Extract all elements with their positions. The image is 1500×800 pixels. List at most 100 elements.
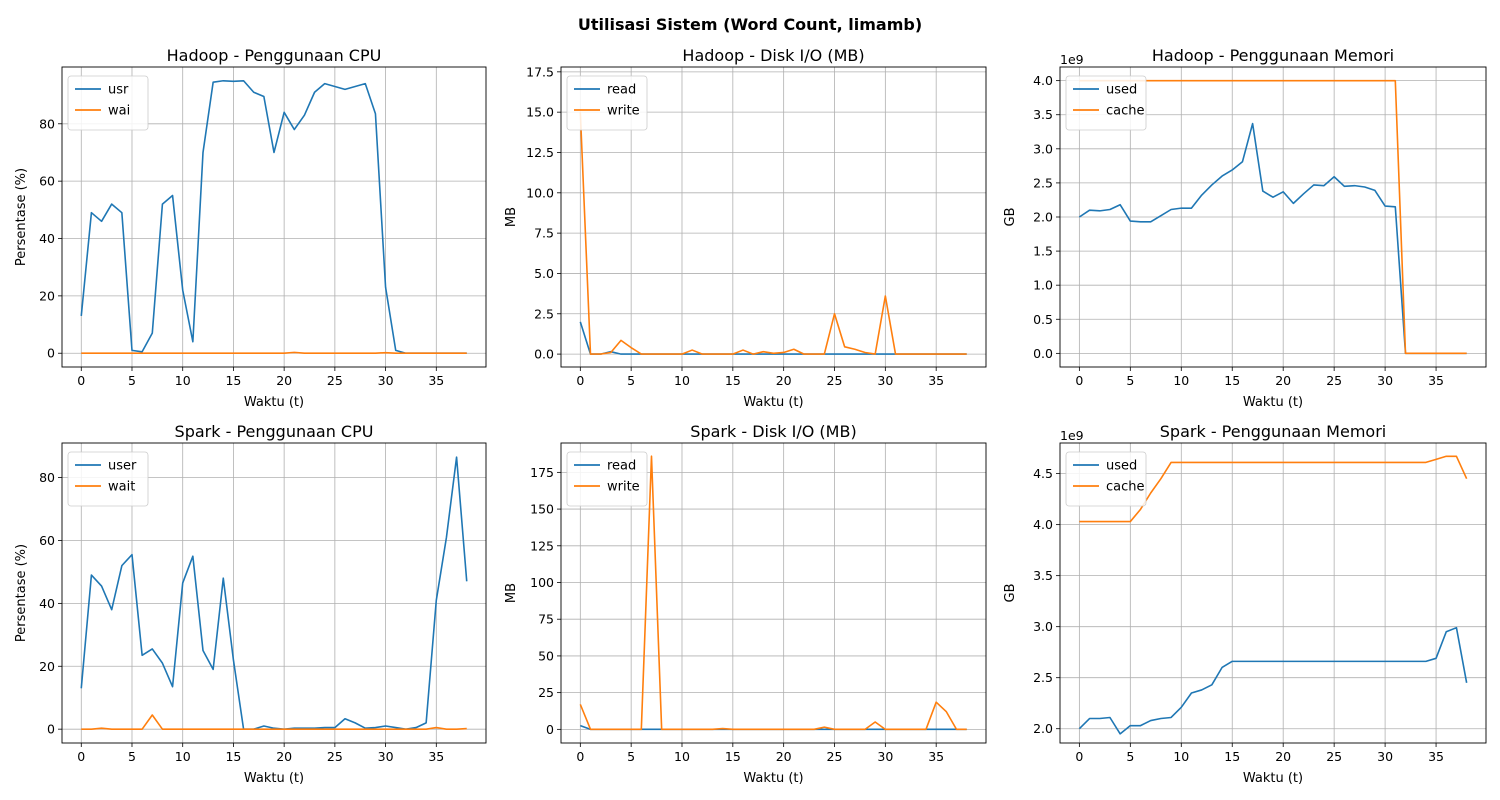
subplot-title: Hadoop - Penggunaan CPU (167, 46, 382, 65)
legend-label-used: used (1106, 83, 1137, 98)
x-axis-label: Waktu (t) (1243, 771, 1303, 786)
x-tick-label: 0 (77, 749, 85, 764)
x-tick-label: 20 (276, 373, 292, 388)
y-tick-label: 20 (39, 659, 55, 674)
subplot-title: Hadoop - Disk I/O (MB) (682, 46, 864, 65)
x-axis-label: Waktu (t) (743, 771, 803, 786)
y-tick-label: 12.5 (526, 145, 554, 160)
y-offset-label: 1e9 (1060, 52, 1084, 67)
x-tick-label: 15 (725, 373, 741, 388)
series-line-write (579, 455, 967, 731)
x-tick-label: 25 (327, 749, 343, 764)
y-tick-label: 2.5 (1033, 175, 1053, 190)
x-tick-label: 30 (877, 373, 893, 388)
x-tick-label: 15 (1224, 749, 1240, 764)
series-line-write (579, 112, 967, 355)
y-tick-label: 1.0 (1033, 278, 1053, 293)
legend-label-cache: cache (1106, 480, 1145, 495)
series-line-usr (80, 79, 467, 355)
y-axis-label: GB (1003, 208, 1018, 227)
y-tick-label: 0.0 (534, 347, 554, 362)
series-line-wai (81, 351, 467, 355)
x-tick-label: 35 (428, 373, 444, 388)
y-axis-label: Persentase (%) (14, 544, 29, 642)
axes-frame (61, 66, 487, 368)
x-tick-label: 10 (175, 749, 191, 764)
y-tick-label: 0.5 (1033, 312, 1053, 327)
y-tick-label: 3.0 (1033, 141, 1053, 156)
x-tick-label: 5 (627, 373, 635, 388)
y-tick-label: 20 (39, 288, 55, 303)
y-tick-label: 50 (538, 648, 554, 663)
series-line-wait (81, 714, 467, 730)
y-tick-label: 0 (47, 346, 55, 361)
y-axis-label: MB (504, 583, 519, 603)
x-tick-label: 30 (378, 373, 394, 388)
y-tick-label: 175 (530, 465, 554, 480)
axes-frame (560, 442, 987, 744)
x-tick-label: 0 (1075, 373, 1083, 388)
y-tick-label: 10.0 (526, 185, 554, 200)
axes-frame (61, 442, 487, 744)
legend-label-usr: usr (108, 83, 129, 98)
y-tick-label: 75 (538, 612, 554, 627)
y-tick-label: 2.0 (1033, 721, 1053, 736)
x-tick-label: 15 (225, 749, 241, 764)
subplot-5: 0 5 10 15 20 25 30 35 0 25 50 75 100 125 150 175 Spark -… (504, 422, 987, 786)
y-tick-label: 2.5 (534, 306, 554, 321)
subplots: 0 5 10 15 20 25 30 35 0 20 40 60 80 Hadoop - Pengguna… (14, 46, 1487, 786)
x-tick-label: 5 (627, 749, 635, 764)
x-tick-label: 35 (1428, 373, 1444, 388)
y-tick-label: 3.5 (1033, 107, 1053, 122)
y-tick-label: 3.0 (1033, 619, 1053, 634)
x-tick-label: 25 (327, 373, 343, 388)
y-tick-label: 150 (530, 502, 554, 517)
x-tick-label: 15 (225, 373, 241, 388)
x-tick-label: 5 (128, 749, 136, 764)
y-tick-label: 15.0 (526, 105, 554, 120)
x-tick-label: 25 (827, 373, 843, 388)
y-tick-label: 80 (39, 116, 55, 131)
x-tick-label: 0 (576, 373, 584, 388)
y-tick-label: 1.5 (1033, 244, 1053, 259)
subplot-title: Spark - Disk I/O (MB) (690, 422, 856, 441)
subplot-4: 0 5 10 15 20 25 30 35 0 20 40 60 80 Spark - Penggunaa… (14, 422, 487, 786)
subplot-title: Hadoop - Penggunaan Memori (1152, 46, 1394, 65)
legend: read write (566, 451, 648, 507)
x-tick-label: 20 (776, 749, 792, 764)
y-tick-label: 60 (39, 533, 55, 548)
legend-label-write: write (607, 480, 640, 495)
x-tick-label: 5 (1126, 373, 1134, 388)
x-tick-label: 20 (1275, 373, 1291, 388)
subplot-title: Spark - Penggunaan Memori (1160, 422, 1386, 441)
x-tick-label: 35 (928, 749, 944, 764)
y-tick-label: 17.5 (526, 64, 554, 79)
subplot-2: 0 5 10 15 20 25 30 35 0.0 2.5 5.0 7.5 10.0 12.5 15.0 17… (504, 46, 987, 410)
y-tick-label: 4.0 (1033, 517, 1053, 532)
x-tick-label: 10 (175, 373, 191, 388)
axes-frame (1059, 442, 1487, 744)
x-axis-label: Waktu (t) (244, 395, 304, 410)
legend-label-cache: cache (1106, 104, 1145, 119)
x-tick-label: 10 (674, 373, 690, 388)
x-tick-label: 5 (128, 373, 136, 388)
y-tick-label: 0 (47, 722, 55, 737)
legend-label-wait: wait (108, 480, 135, 495)
series-group (579, 455, 967, 731)
x-tick-label: 10 (674, 749, 690, 764)
y-tick-label: 3.5 (1033, 568, 1053, 583)
series-group (80, 79, 467, 355)
series-line-used (1078, 122, 1467, 355)
legend-label-user: user (108, 459, 137, 474)
y-tick-label: 125 (530, 538, 554, 553)
series-line-used (1078, 626, 1468, 735)
y-tick-label: 4.5 (1033, 466, 1053, 481)
x-tick-label: 10 (1173, 749, 1189, 764)
y-axis-label: GB (1003, 584, 1018, 603)
x-axis-label: Waktu (t) (244, 771, 304, 786)
x-tick-label: 25 (1326, 749, 1342, 764)
series-group (80, 456, 468, 730)
legend-label-read: read (607, 459, 636, 474)
x-tick-label: 35 (928, 373, 944, 388)
legend: used cache (1065, 75, 1147, 131)
